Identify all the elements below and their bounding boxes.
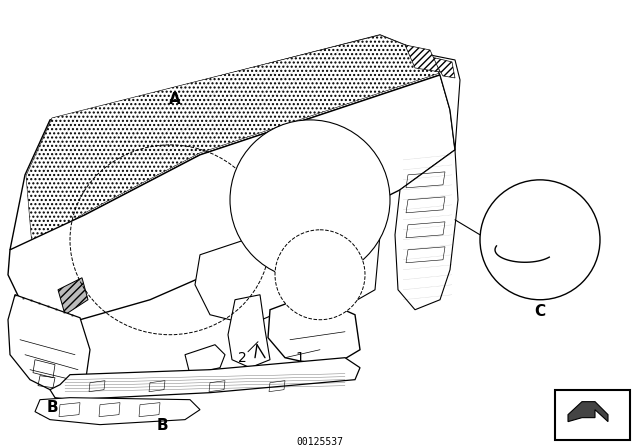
Polygon shape	[430, 55, 460, 150]
Polygon shape	[35, 398, 200, 425]
Polygon shape	[395, 150, 458, 310]
Polygon shape	[185, 345, 225, 375]
Text: 2: 2	[237, 351, 246, 365]
Text: A: A	[169, 92, 181, 108]
Polygon shape	[195, 240, 300, 325]
Bar	[555, 390, 630, 439]
Polygon shape	[568, 402, 608, 422]
Polygon shape	[8, 295, 90, 395]
Polygon shape	[58, 278, 88, 315]
Polygon shape	[290, 220, 380, 310]
Text: C: C	[534, 304, 545, 319]
Polygon shape	[26, 35, 440, 246]
Polygon shape	[268, 295, 360, 368]
Text: B: B	[156, 418, 168, 433]
Polygon shape	[405, 45, 440, 72]
Polygon shape	[228, 295, 270, 368]
Polygon shape	[431, 57, 455, 78]
Text: 1: 1	[296, 351, 305, 365]
Polygon shape	[10, 35, 440, 250]
Ellipse shape	[230, 120, 390, 280]
Polygon shape	[50, 358, 360, 400]
Text: B: B	[46, 400, 58, 415]
Text: 00125537: 00125537	[296, 437, 344, 447]
Polygon shape	[8, 75, 455, 320]
Ellipse shape	[275, 230, 365, 320]
Circle shape	[480, 180, 600, 300]
